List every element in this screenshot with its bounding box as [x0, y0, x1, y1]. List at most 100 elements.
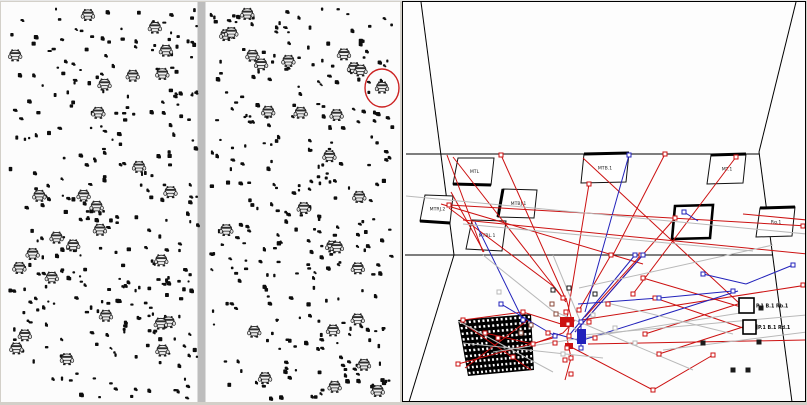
- robot-icon: [97, 77, 112, 92]
- item-dot: [357, 374, 361, 376]
- nest-grid-cell: [526, 360, 529, 364]
- item-dot: [384, 65, 387, 68]
- robot-icon: [322, 149, 337, 163]
- window-bottom-border: [0, 402, 807, 405]
- marker-box-outline: [738, 297, 755, 314]
- item-dot: [262, 142, 266, 145]
- trail-line-r: [584, 254, 642, 318]
- robot-icon: [92, 223, 108, 237]
- waypoint-marker: [446, 202, 452, 208]
- item-dot: [232, 108, 234, 111]
- item-dot: [165, 218, 168, 222]
- trail-line-g: [462, 342, 604, 359]
- item-dot: [273, 273, 276, 278]
- item-dot: [374, 120, 377, 123]
- item-dot: [228, 20, 232, 23]
- item-dot: [340, 163, 344, 166]
- item-dot: [56, 254, 60, 259]
- waypoint-marker: [800, 282, 805, 288]
- waypoint-marker: [632, 252, 638, 258]
- item-dot: [321, 105, 326, 108]
- item-dot: [390, 125, 395, 130]
- arena-view-panel[interactable]: [1, 2, 400, 402]
- item-dot: [61, 270, 64, 274]
- item-dot: [53, 92, 57, 97]
- item-dot: [149, 195, 154, 200]
- item-dot: [80, 218, 83, 222]
- nest-grid-cell: [518, 367, 521, 370]
- item-dot: [127, 281, 131, 285]
- item-dot: [118, 277, 121, 280]
- item-dot: [130, 394, 134, 398]
- item-dot: [12, 338, 17, 341]
- item-dot: [195, 25, 198, 28]
- waypoint-marker: [672, 215, 678, 221]
- item-dot: [153, 332, 156, 335]
- item-dot: [165, 292, 169, 298]
- item-dot: [319, 332, 323, 338]
- item-dot: [317, 348, 320, 351]
- item-dot: [60, 268, 65, 272]
- item-dot: [114, 111, 119, 115]
- item-dot: [387, 117, 391, 120]
- item-dot: [310, 180, 314, 184]
- robot-icon: [325, 323, 341, 337]
- item-dot: [293, 345, 297, 348]
- item-dot: [118, 142, 123, 146]
- item-dot: [10, 32, 14, 37]
- perspective-line: [758, 2, 797, 153]
- trail-line-r: [612, 153, 666, 256]
- item-dot: [167, 153, 172, 159]
- item-dot: [378, 361, 381, 366]
- nest-grid-cell: [496, 357, 499, 361]
- item-dot: [195, 147, 199, 151]
- trail-line-g: [457, 320, 554, 373]
- item-dot: [174, 69, 179, 74]
- item-dot: [143, 170, 147, 176]
- item-dot: [107, 40, 111, 44]
- nest-grid-cell: [496, 323, 499, 327]
- item-dot: [317, 370, 322, 375]
- item-dot: [266, 338, 269, 343]
- item-dot: [237, 360, 240, 364]
- trail-line-r: [654, 297, 747, 330]
- item-dot: [285, 338, 290, 341]
- item-dot: [73, 81, 76, 85]
- waypoint-marker: [710, 352, 716, 358]
- item-dot: [47, 300, 50, 303]
- nest-grid-cell: [460, 326, 463, 330]
- nest-grid-cell: [487, 358, 490, 362]
- item-dot: [109, 218, 113, 223]
- nest-grid-cell: [506, 328, 509, 332]
- trail-line-r: [462, 219, 805, 255]
- item-dot: [96, 75, 99, 80]
- item-dot: [75, 372, 79, 375]
- item-dot: [232, 14, 236, 18]
- nest-grid-cell: [492, 324, 495, 327]
- waypoint-marker: [510, 354, 516, 360]
- item-dot: [321, 163, 325, 167]
- item-dot: [150, 259, 154, 263]
- item-dot: [307, 267, 312, 270]
- item-dot: [173, 133, 176, 138]
- waypoint-marker: [650, 387, 656, 393]
- item-dot: [275, 186, 278, 190]
- item-dot: [377, 343, 381, 349]
- nest-grid-cell: [516, 344, 519, 348]
- region-box-thick-edge: [419, 219, 451, 225]
- item-dot: [15, 135, 19, 140]
- projection-view-panel[interactable]: MTL MTRJ.2 MTBJ.1 MTBL.1 MTB.1 MT.1 Rg.1 P.1 B.…: [402, 1, 806, 402]
- item-dot: [163, 112, 166, 115]
- item-dot: [211, 309, 215, 313]
- item-dot: [349, 326, 352, 331]
- item-dot: [106, 11, 111, 15]
- waypoint-marker: [549, 301, 555, 307]
- item-dot: [37, 273, 41, 276]
- trail-line-r: [642, 277, 742, 308]
- item-dot: [225, 301, 229, 306]
- waypoint-marker: [632, 340, 638, 346]
- nest-grid-cell: [478, 325, 481, 328]
- item-dot: [259, 261, 263, 264]
- item-dot: [79, 280, 84, 283]
